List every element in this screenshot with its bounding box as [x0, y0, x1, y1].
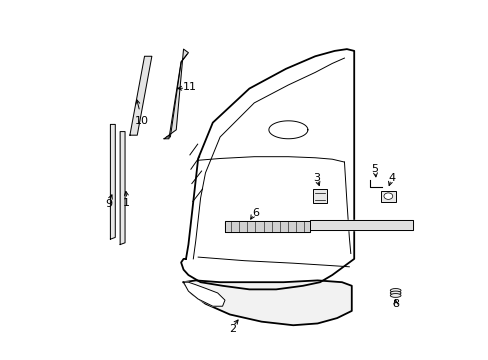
Polygon shape — [183, 282, 224, 306]
Text: 4: 4 — [387, 173, 394, 183]
Text: 1: 1 — [123, 198, 130, 208]
Polygon shape — [183, 280, 351, 325]
Text: 6: 6 — [252, 208, 259, 218]
Polygon shape — [310, 220, 412, 230]
Bar — [380, 191, 395, 202]
Ellipse shape — [389, 289, 400, 292]
Text: 5: 5 — [371, 164, 378, 174]
Text: 2: 2 — [228, 324, 235, 334]
Text: 8: 8 — [391, 299, 398, 309]
Polygon shape — [224, 221, 310, 232]
Polygon shape — [120, 132, 125, 244]
Circle shape — [383, 193, 392, 199]
Ellipse shape — [389, 294, 400, 297]
Text: 3: 3 — [312, 173, 320, 183]
Text: 10: 10 — [135, 116, 149, 126]
Polygon shape — [110, 125, 115, 239]
Bar — [312, 189, 327, 203]
Text: 11: 11 — [183, 82, 197, 93]
Text: 7: 7 — [366, 220, 373, 230]
Polygon shape — [163, 49, 188, 139]
Polygon shape — [130, 56, 152, 135]
Ellipse shape — [389, 291, 400, 295]
Text: 9: 9 — [105, 199, 112, 210]
